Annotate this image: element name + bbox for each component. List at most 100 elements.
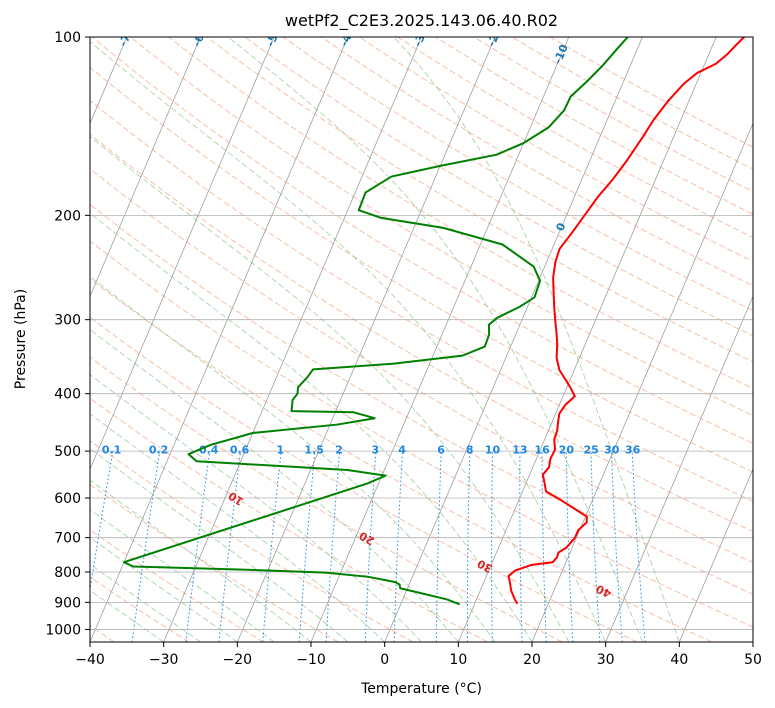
mixing-ratio-label: 8 (466, 444, 474, 457)
moist-adiabat-line (90, 275, 496, 642)
isotherm-label: -70 (116, 25, 136, 49)
mixing-ratio-label: 0.6 (230, 444, 250, 457)
y-tick-label: 1000 (45, 622, 81, 638)
y-tick-label: 400 (54, 387, 81, 403)
mixing-ratio-line (218, 451, 242, 642)
y-tick-label: 600 (54, 491, 81, 507)
isotherm-line (457, 37, 717, 642)
dry-adiabat-line (206, 37, 753, 363)
plot-frame (89, 36, 754, 643)
x-tick-label: 10 (449, 652, 467, 668)
dry-adiabat-line (90, 240, 753, 628)
mixing-ratio-line (90, 451, 114, 593)
moist-adiabat-line (90, 135, 570, 642)
mixing-ratio-line (131, 451, 161, 642)
mixing-ratio-label: 16 (534, 444, 550, 457)
temperature-profile (507, 37, 745, 605)
dry-adiabat-line (90, 316, 638, 642)
x-tick-label: 20 (523, 652, 541, 668)
x-tick-label: −20 (223, 652, 253, 668)
isotherm-label: -20 (485, 25, 505, 49)
dry-adiabat-line (90, 133, 753, 533)
y-tick-label: 200 (54, 208, 81, 224)
moist-adiabat-line (90, 563, 201, 642)
x-tick-label: −30 (149, 652, 179, 668)
moist-adiabat-line (90, 373, 422, 642)
isotherm-label: -60 (190, 25, 210, 49)
y-tick-label: 300 (54, 313, 81, 329)
mixing-ratio-label: 13 (512, 444, 527, 457)
x-axis-label: Temperature (°C) (360, 681, 482, 697)
dry-adiabat-label: 30 (475, 556, 495, 575)
chart-title: wetPf2_C2E3.2025.143.06.40.R02 (285, 11, 558, 31)
isotherm-label: -40 (337, 25, 357, 49)
mixing-ratio-label: 10 (485, 444, 501, 457)
mixing-ratio-label: 4 (398, 444, 406, 457)
isotherm-label: -30 (411, 25, 431, 49)
moist-adiabat-line (90, 40, 607, 642)
mixing-ratio-label: 25 (584, 444, 599, 457)
mixing-ratio-lines (90, 451, 646, 642)
mixing-ratio-label: 6 (437, 444, 445, 457)
dry-adiabat-line (435, 37, 753, 215)
y-tick-label: 900 (54, 595, 81, 611)
dry-adiabat-line (91, 37, 753, 445)
dry-adiabat-line (90, 440, 414, 642)
moist-adiabats (90, 37, 680, 642)
moist-adiabat-line (90, 479, 312, 642)
isotherms (90, 37, 753, 642)
x-tick-label: −40 (75, 652, 105, 668)
y-tick-label: 500 (54, 444, 81, 460)
x-tick-label: 0 (380, 652, 389, 668)
dry-adiabat-line (282, 37, 753, 312)
isotherm-line (90, 37, 201, 298)
moist-adiabat-line (90, 413, 386, 642)
isotherm-label: -50 (264, 25, 284, 49)
moist-adiabat-line (90, 328, 459, 642)
dry-adiabat-line (320, 37, 753, 287)
dry-adiabat-line (549, 37, 753, 148)
isotherm-line (90, 37, 349, 642)
mixing-ratio-line (185, 451, 211, 642)
dry-adiabat-line (90, 278, 712, 642)
isotherm-line (678, 468, 753, 642)
x-axis: −40 −30 −20 −10 0 10 20 30 40 50 (75, 642, 762, 668)
x-tick-label: 50 (744, 652, 762, 668)
moist-adiabat-line (90, 509, 275, 642)
mixing-ratio-label: 1 (277, 444, 285, 457)
isotherm-line (236, 37, 496, 642)
dry-adiabat-label: 40 (594, 582, 614, 601)
isotherm-line (310, 37, 570, 642)
mixing-ratio-label: 20 (559, 444, 575, 457)
dewpoint-profile (123, 37, 629, 606)
moist-adiabat-line (90, 212, 533, 642)
dry-adiabat-line (168, 37, 753, 389)
mixing-ratio-label: 0.1 (102, 444, 122, 457)
mixing-ratio-label: 30 (604, 444, 620, 457)
y-axis: 100 200 300 400 500 600 700 800 900 1000 (45, 30, 90, 638)
isotherm-line (163, 37, 422, 642)
y-tick-label: 700 (54, 531, 81, 547)
mixing-ratio-label: 1.5 (304, 444, 324, 457)
mixing-ratio-label: 36 (625, 444, 641, 457)
mixing-ratio-label: 0.2 (149, 444, 169, 457)
x-tick-label: 40 (670, 652, 688, 668)
isotherm-line (605, 295, 753, 642)
x-tick-label: 30 (597, 652, 615, 668)
dry-adiabat-line (473, 37, 753, 193)
x-tick-label: −10 (296, 652, 326, 668)
isotherm-line (90, 37, 275, 471)
dry-adiabat-line (90, 483, 339, 642)
isotherm-line (531, 122, 753, 642)
dry-adiabat-line (130, 37, 753, 417)
moist-adiabat-line (227, 37, 643, 642)
dry-adiabat-line (90, 66, 753, 473)
mixing-ratio-label: 2 (335, 444, 343, 457)
y-tick-label: 100 (54, 30, 81, 46)
mixing-ratio-label: 3 (372, 444, 380, 457)
y-tick-label: 800 (54, 565, 81, 581)
moist-adiabat-line (90, 448, 349, 642)
sounding-series (123, 37, 745, 606)
